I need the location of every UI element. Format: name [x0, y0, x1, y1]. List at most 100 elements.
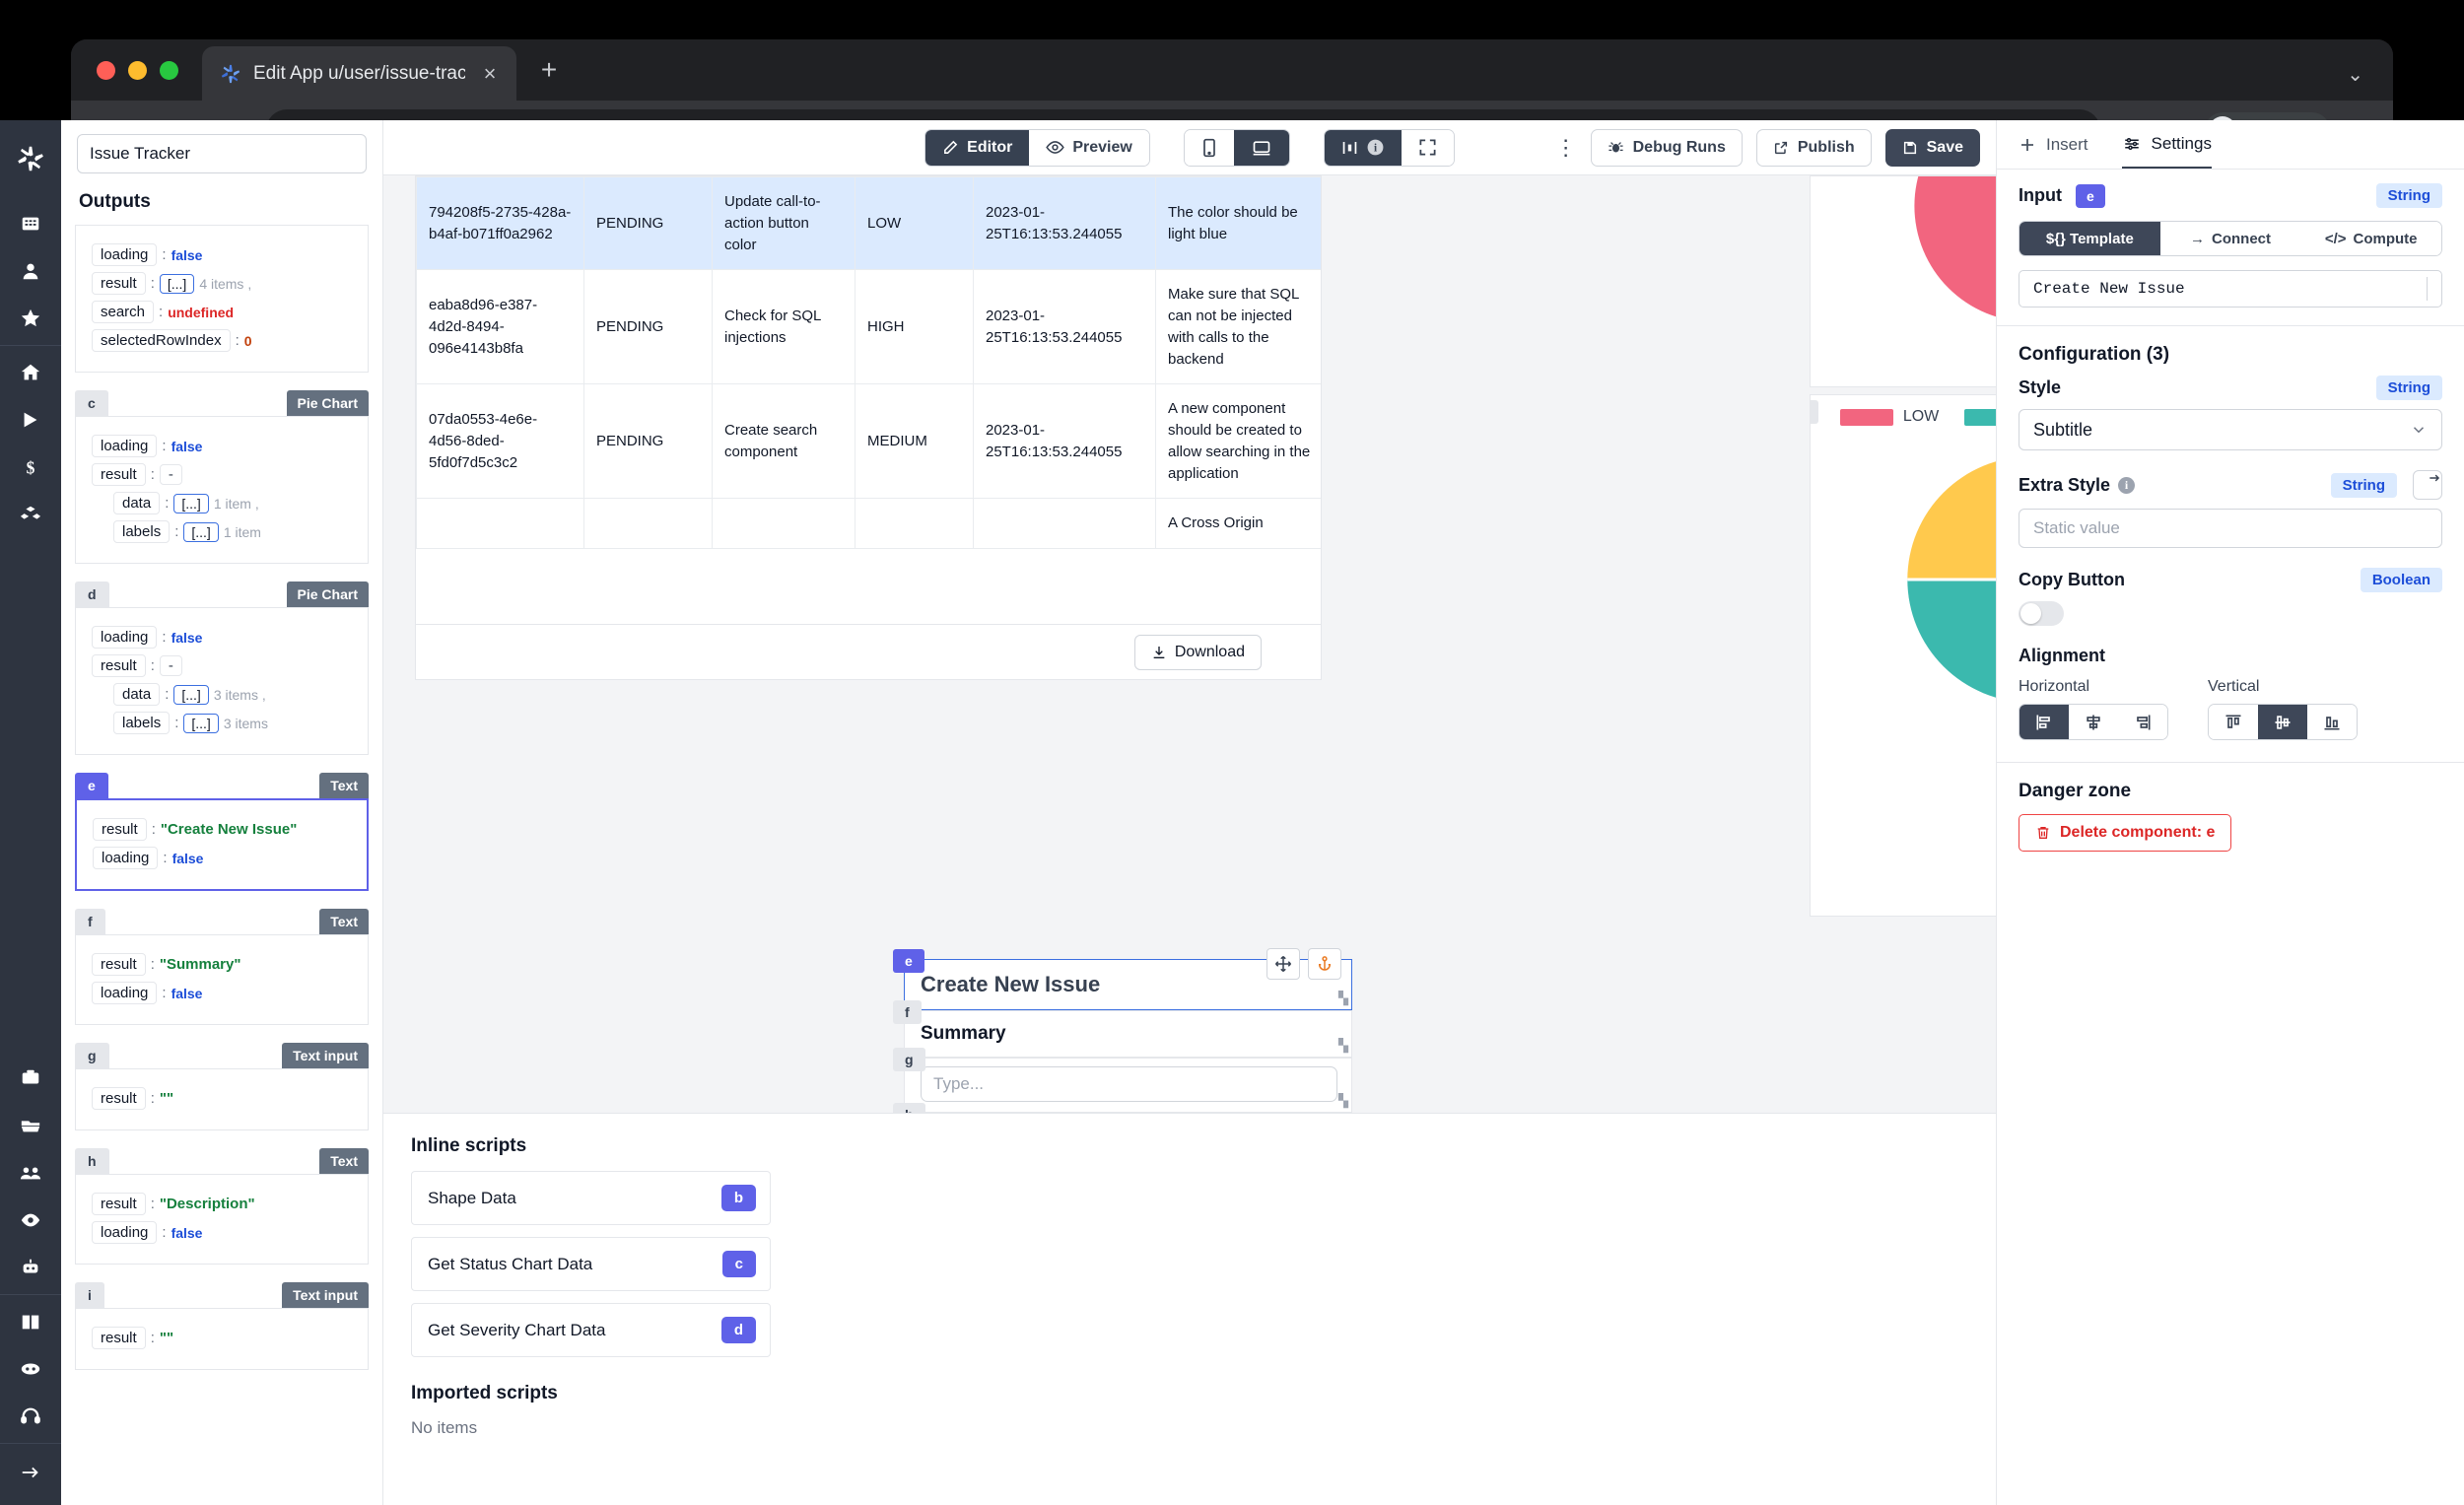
runs-icon[interactable]: [18, 407, 43, 433]
tab-insert[interactable]: Insert: [2019, 134, 2088, 169]
pie-chart-d-component[interactable]: d LOW HIGH MEDIUM: [1810, 394, 1996, 917]
app-title-input[interactable]: [77, 134, 367, 173]
script-item[interactable]: Get Severity Chart Data d: [411, 1303, 771, 1357]
desktop-viewport-button[interactable]: [1233, 129, 1289, 166]
user-icon[interactable]: [18, 258, 43, 284]
folders-icon[interactable]: [18, 1113, 43, 1138]
schedules-icon[interactable]: [18, 1065, 43, 1091]
workers-icon[interactable]: [18, 1255, 43, 1280]
docs-icon[interactable]: [18, 1309, 43, 1334]
move-icon[interactable]: [1266, 948, 1300, 980]
output-card[interactable]: e Text result : "Create New Issue" loadi…: [75, 773, 369, 891]
expand-array-button[interactable]: [...]: [173, 684, 209, 705]
table-row[interactable]: eaba8d96-e387-4d2d-8494-096e4143b8fa PEN…: [416, 269, 1321, 385]
tab-settings[interactable]: Settings: [2121, 134, 2212, 169]
fullscreen-button[interactable]: [1401, 129, 1454, 166]
variables-icon[interactable]: $: [18, 454, 43, 480]
mobile-viewport-button[interactable]: [1184, 129, 1234, 166]
component-tag-e[interactable]: e: [893, 949, 924, 973]
table-row[interactable]: A Cross Origin: [416, 498, 1321, 549]
resize-handle-icon[interactable]: ▚: [1338, 1038, 1348, 1053]
copy-button-toggle[interactable]: [2019, 601, 2064, 626]
output-card[interactable]: c Pie Chart loading : false result : -: [75, 390, 369, 564]
pie-chart-c-component[interactable]: ▚: [1810, 175, 1996, 387]
close-tab-button[interactable]: ×: [483, 60, 497, 86]
component-tag-f[interactable]: f: [893, 1000, 922, 1024]
script-item[interactable]: Get Status Chart Data c: [411, 1237, 771, 1291]
output-card[interactable]: d Pie Chart loading : false result : -: [75, 581, 369, 755]
resize-handle-icon[interactable]: ▚: [1338, 991, 1348, 1005]
component-id-badge[interactable]: d: [75, 581, 109, 607]
more-options-icon[interactable]: ⋮: [1554, 134, 1577, 160]
component-id-badge[interactable]: h: [75, 1148, 109, 1174]
align-center-button[interactable]: [2069, 705, 2118, 739]
component-tag-h[interactable]: h: [893, 1103, 925, 1113]
mode-compute-button[interactable]: </> Compute: [2300, 222, 2441, 255]
tab-preview[interactable]: Preview: [1029, 129, 1149, 166]
connect-mode-button[interactable]: [2428, 471, 2441, 499]
static-mode-button[interactable]: [2414, 471, 2428, 499]
windmill-logo-icon[interactable]: [0, 120, 61, 197]
expand-array-button[interactable]: [...]: [159, 273, 195, 294]
component-tag-g[interactable]: g: [893, 1048, 925, 1071]
extra-style-input[interactable]: Static value: [2019, 509, 2442, 548]
table-row[interactable]: 794208f5-2735-428a-b4af-b071ff0a2962 PEN…: [416, 176, 1321, 271]
save-button[interactable]: Save: [1884, 128, 1980, 167]
support-icon[interactable]: [18, 1403, 43, 1429]
align-right-button[interactable]: [2118, 705, 2167, 739]
toggle-debug-panel-button[interactable]: i: [1324, 129, 1402, 166]
component-id-badge[interactable]: c: [75, 390, 108, 416]
text-input-component-g[interactable]: g Type... ▚: [893, 1048, 1352, 1113]
component-id-badge[interactable]: i: [75, 1282, 104, 1308]
discord-icon[interactable]: [18, 1356, 43, 1382]
download-button[interactable]: Download: [1133, 634, 1262, 670]
workspace-icon[interactable]: [18, 211, 43, 237]
template-value-input[interactable]: Create New Issue: [2019, 270, 2442, 308]
minimize-window-button[interactable]: [128, 60, 147, 80]
maximize-window-button[interactable]: [160, 60, 178, 80]
close-window-button[interactable]: [97, 60, 115, 80]
outputs-list[interactable]: loading : false result : [...] 4 items ,…: [61, 225, 382, 1505]
tab-editor[interactable]: Editor: [925, 129, 1030, 166]
output-card[interactable]: i Text input result : "": [75, 1282, 369, 1370]
legend-item-low[interactable]: LOW: [1839, 408, 1939, 426]
component-id-badge[interactable]: e: [75, 773, 108, 798]
home-icon[interactable]: [18, 360, 43, 385]
anchor-icon[interactable]: [1308, 948, 1341, 980]
browser-tab[interactable]: Edit App u/user/issue-tracker | ×: [202, 46, 516, 101]
mode-connect-button[interactable]: → Connect: [2159, 222, 2301, 255]
mode-template-button[interactable]: ${} Template: [2019, 222, 2160, 255]
align-middle-button[interactable]: [2258, 705, 2307, 739]
collapse-icon[interactable]: [18, 1460, 43, 1485]
star-icon[interactable]: [18, 306, 43, 331]
align-left-button[interactable]: [2019, 705, 2069, 739]
debug-runs-button[interactable]: Debug Runs: [1590, 128, 1743, 167]
table-row[interactable]: 07da0553-4e6e-4d56-8ded-5fd0f7d5c3c2 PEN…: [416, 383, 1321, 500]
delete-component-button[interactable]: Delete component: e: [2019, 814, 2232, 852]
chevron-down-icon[interactable]: ⌄: [2347, 64, 2363, 86]
expand-array-button[interactable]: [...]: [183, 521, 219, 542]
audit-logs-icon[interactable]: [18, 1207, 43, 1233]
component-id-badge[interactable]: f: [75, 909, 105, 934]
new-tab-button[interactable]: +: [540, 54, 558, 85]
style-select[interactable]: Subtitle: [2019, 409, 2442, 450]
expand-array-button[interactable]: [...]: [173, 493, 209, 513]
expand-array-button[interactable]: [...]: [183, 713, 219, 733]
app-canvas[interactable]: 794208f5-2735-428a-b4af-b071ff0a2962 PEN…: [383, 175, 1996, 1113]
text-component-f[interactable]: f Summary ▚: [893, 1000, 1352, 1058]
component-id-badge[interactable]: g: [75, 1043, 109, 1068]
resize-handle-icon[interactable]: ▚: [1338, 1093, 1348, 1108]
output-card[interactable]: h Text result : "Description" loading : …: [75, 1148, 369, 1265]
align-top-button[interactable]: [2209, 705, 2258, 739]
output-card[interactable]: g Text input result : "": [75, 1043, 369, 1130]
script-item[interactable]: Shape Data b: [411, 1171, 771, 1225]
summary-input[interactable]: Type...: [921, 1066, 1337, 1102]
output-card[interactable]: loading : false result : [...] 4 items ,…: [75, 225, 369, 373]
rail-collapse[interactable]: [0, 1443, 61, 1505]
groups-icon[interactable]: [18, 1160, 43, 1186]
info-icon[interactable]: i: [2118, 476, 2136, 494]
resources-icon[interactable]: [18, 502, 43, 527]
publish-button[interactable]: Publish: [1755, 128, 1872, 167]
text-component-e[interactable]: e Create New Issue ▚: [893, 948, 1352, 1010]
align-bottom-button[interactable]: [2307, 705, 2357, 739]
